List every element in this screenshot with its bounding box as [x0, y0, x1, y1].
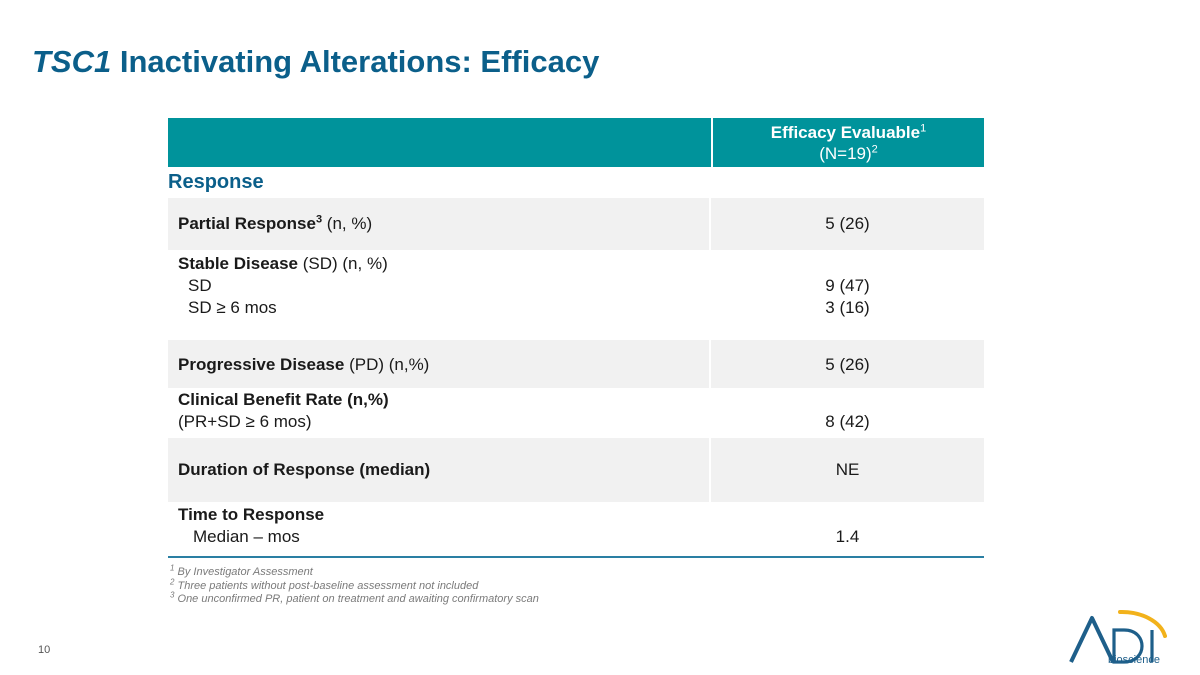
row-sublabel: Median – mos: [193, 527, 300, 546]
row-value-sd-6mos: 3 (16): [825, 298, 870, 317]
aadi-logo-icon: [1069, 609, 1167, 664]
row-value: 5 (26): [825, 355, 870, 374]
row-label: Time to Response: [178, 505, 325, 524]
header-footnote-2: 2: [871, 143, 878, 156]
table-row-clinical-benefit: Clinical Benefit Rate (n,%) (PR+SD ≥ 6 m…: [168, 388, 984, 438]
row-sublabel: (PR+SD ≥ 6 mos): [178, 412, 312, 431]
footnote-1: 1 By Investigator Assessment: [170, 563, 313, 578]
efficacy-table: Efficacy Evaluable1 (N=19)2 Response Par…: [168, 118, 984, 558]
table-row-time-to-response: Time to Response Median – mos 1.4: [168, 502, 984, 556]
header-efficacy-label: Efficacy Evaluable: [770, 123, 921, 142]
header-efficacy-cell: Efficacy Evaluable1 (N=19)2: [713, 118, 984, 167]
row-value: NE: [835, 460, 860, 479]
row-sublabel-sd: SD: [188, 276, 212, 295]
page-number: 10: [38, 644, 51, 656]
header-footnote-1: 1: [920, 122, 927, 135]
slide-title-rest: Inactivating Alterations: Efficacy: [111, 44, 600, 79]
slide-title: TSC1 Inactivating Alterations: Efficacy: [32, 44, 599, 80]
footnote-3: 3 One unconfirmed PR, patient on treatme…: [170, 590, 539, 605]
table-bottom-rule: [168, 556, 984, 558]
table-row-stable-disease: Stable Disease (SD) (n, %) SD SD ≥ 6 mos…: [168, 250, 984, 340]
table-row-duration-of-response: Duration of Response (median) NE: [168, 438, 984, 502]
section-response: Response: [168, 171, 264, 193]
table-row-partial-response: Partial Response3 (n, %) 5 (26): [168, 198, 984, 250]
header-empty-cell: [168, 118, 713, 167]
header-n-label: (N=19): [819, 144, 872, 163]
row-value: 5 (26): [825, 214, 870, 233]
row-label: Clinical Benefit Rate (n,%): [178, 390, 389, 409]
footnote-2: 2 Three patients without post-baseline a…: [170, 576, 479, 592]
row-value: 1.4: [835, 527, 860, 546]
logo-subtext: bioscience: [1108, 654, 1160, 666]
row-label: Duration of Response (median): [178, 460, 431, 479]
row-value-sd: 9 (47): [825, 276, 870, 295]
row-value: 8 (42): [825, 412, 870, 431]
table-row-progressive-disease: Progressive Disease (PD) (n,%) 5 (26): [168, 340, 984, 388]
row-label: Progressive Disease (PD) (n,%): [178, 355, 430, 374]
table-header: Efficacy Evaluable1 (N=19)2: [168, 118, 984, 167]
slide-title-gene: TSC1: [32, 44, 112, 79]
footnotes: 1 By Investigator Assessment 2 Three pat…: [170, 563, 539, 607]
row-label: Partial Response3 (n, %): [178, 213, 373, 233]
row-label: Stable Disease (SD) (n, %): [178, 254, 388, 273]
row-sublabel-sd-6mos: SD ≥ 6 mos: [188, 298, 277, 317]
